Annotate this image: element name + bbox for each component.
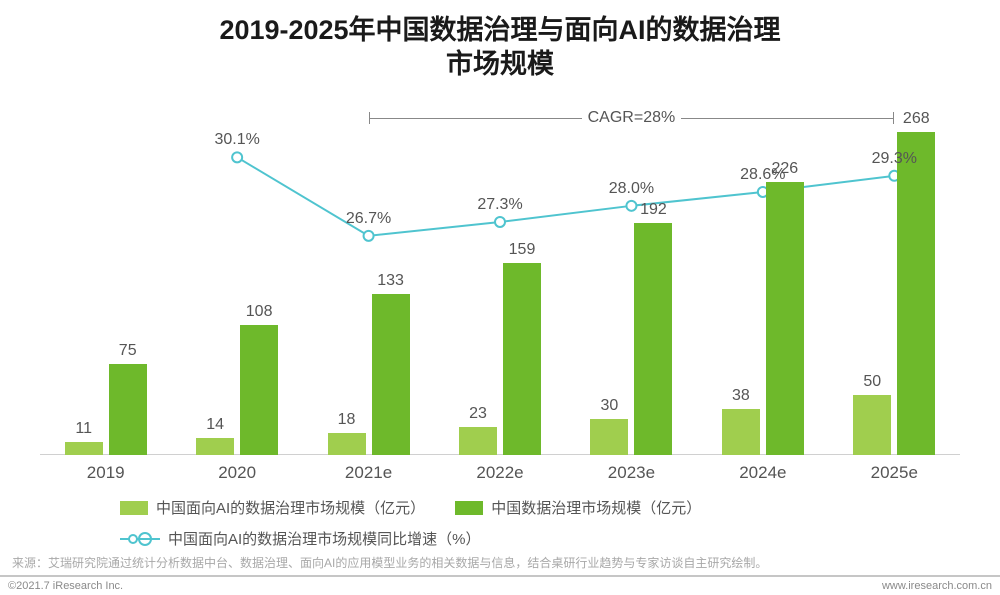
cagr-tick (893, 112, 894, 124)
x-category-label: 2022e (430, 463, 570, 483)
line-value-label: 26.7% (346, 210, 391, 228)
bar: 75 (109, 364, 147, 455)
bar-value-label: 133 (372, 272, 410, 290)
bar-value-label: 75 (109, 342, 147, 360)
bar: 268 (897, 132, 935, 455)
plot-region: 11752019141082020181332021e231592022e301… (40, 105, 960, 485)
footer: ©2021.7 iResearch Inc. www.iresearch.com… (0, 575, 1000, 595)
chart-title-line2: 市场规模 (0, 48, 1000, 82)
legend-swatch (120, 501, 148, 515)
bar: 38 (722, 409, 760, 455)
bar-value-label: 50 (853, 373, 891, 391)
bar-group: 11752019 (65, 105, 147, 485)
bar: 23 (459, 427, 497, 455)
bar-group: 382262024e (722, 105, 804, 485)
source-note: 来源：艾瑞研究院通过统计分析数据中台、数据治理、面向AI的应用模型业务的相关数据… (12, 554, 767, 571)
legend: 中国面向AI的数据治理市场规模（亿元） 中国数据治理市场规模（亿元） 中国面向AI的… (120, 497, 940, 549)
bar-value-label: 30 (590, 397, 628, 415)
line-value-label: 28.0% (609, 180, 654, 198)
legend-label: 中国面向AI的数据治理市场规模（亿元） (156, 497, 425, 518)
bar: 50 (853, 395, 891, 455)
bar-value-label: 11 (65, 420, 103, 438)
bar: 11 (65, 442, 103, 455)
bar-group: 231592022e (459, 105, 541, 485)
cagr-annotation: CAGR=28% (369, 109, 895, 127)
x-category-label: 2025e (824, 463, 964, 483)
chart-area: 11752019141082020181332021e231592022e301… (40, 105, 960, 485)
bar-value-label: 38 (722, 387, 760, 405)
bar: 14 (196, 438, 234, 455)
bar-value-label: 108 (240, 303, 278, 321)
legend-item: 中国面向AI的数据治理市场规模（亿元） (120, 497, 425, 518)
line-value-label: 29.3% (872, 150, 917, 168)
legend-line-icon (120, 532, 160, 546)
footer-copyright: ©2021.7 iResearch Inc. (8, 580, 123, 592)
bar-value-label: 159 (503, 241, 541, 259)
bar-group: 181332021e (328, 105, 410, 485)
bar-group: 141082020 (196, 105, 278, 485)
legend-label: 中国面向AI的数据治理市场规模同比增速（%） (168, 528, 481, 549)
cagr-label: CAGR=28% (582, 109, 682, 127)
line-value-label: 28.6% (740, 166, 785, 184)
legend-label: 中国数据治理市场规模（亿元） (491, 497, 701, 518)
bar: 18 (328, 433, 366, 455)
x-category-label: 2019 (36, 463, 176, 483)
legend-item: 中国面向AI的数据治理市场规模同比增速（%） (120, 528, 481, 549)
x-category-label: 2021e (299, 463, 439, 483)
x-category-label: 2023e (561, 463, 701, 483)
bar: 226 (766, 182, 804, 455)
cagr-line (370, 118, 582, 119)
bar-value-label: 268 (897, 110, 935, 128)
bar-value-label: 23 (459, 405, 497, 423)
bar-value-label: 192 (634, 201, 672, 219)
x-category-label: 2024e (693, 463, 833, 483)
bar-group: 301922023e (590, 105, 672, 485)
line-value-label: 30.1% (214, 131, 259, 149)
footer-url: www.iresearch.com.cn (882, 580, 992, 592)
bar: 192 (634, 223, 672, 455)
bar: 108 (240, 325, 278, 455)
legend-swatch (455, 501, 483, 515)
bar-value-label: 18 (328, 411, 366, 429)
legend-item: 中国数据治理市场规模（亿元） (455, 497, 701, 518)
bar: 30 (590, 419, 628, 455)
line-value-label: 27.3% (477, 196, 522, 214)
bar: 159 (503, 263, 541, 455)
bar: 133 (372, 294, 410, 455)
cagr-line (681, 118, 893, 119)
bar-value-label: 14 (196, 416, 234, 434)
x-category-label: 2020 (167, 463, 307, 483)
chart-title: 2019-2025年中国数据治理与面向AI的数据治理 市场规模 (0, 0, 1000, 82)
chart-title-line1: 2019-2025年中国数据治理与面向AI的数据治理 (0, 14, 1000, 48)
